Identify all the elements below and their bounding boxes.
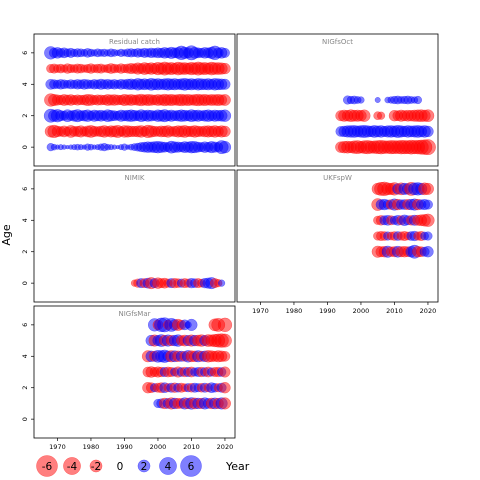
bubble <box>422 125 434 138</box>
legend-label: 4 <box>165 461 172 473</box>
panel-ukfspw: UKFspW <box>236 169 439 303</box>
bubble <box>219 382 231 394</box>
x-tick-label: 1990 <box>319 307 336 315</box>
legend-bubble <box>89 459 103 473</box>
axes-layer: 0 2 4 6 0 2 4 6 0 2 4 6 1970 1980 1990 2000 2010 2020 1970… <box>21 51 436 451</box>
legend-label: 2 <box>141 461 148 473</box>
x-tick-label: 2000 <box>353 307 370 315</box>
legend-bubble <box>36 455 58 477</box>
y-tick-label: 2 <box>21 250 29 254</box>
panel-nigfsoct: NIGfsOct <box>236 33 439 167</box>
legend-label: -2 <box>91 461 101 473</box>
x-tick-label: 2020 <box>217 443 234 451</box>
panel-nimik: NIMIK <box>33 169 236 303</box>
y-tick-label: 2 <box>21 386 29 390</box>
panel-frame <box>33 305 236 439</box>
y-tick-label: 6 <box>21 323 29 327</box>
bubble <box>219 62 231 75</box>
bubble <box>219 351 231 362</box>
legend-entry: -2 <box>89 459 103 473</box>
bubble <box>218 279 226 287</box>
y-tick-label: 0 <box>21 145 29 149</box>
legend-label: -6 <box>42 461 53 473</box>
x-tick-label: 1970 <box>49 443 66 451</box>
panel-residual-catch: Residual catch <box>33 33 236 167</box>
panel-frame <box>33 169 236 303</box>
x-tick-label: 2000 <box>150 443 167 451</box>
bubble <box>220 47 230 58</box>
y-axis-label: Age <box>0 224 13 246</box>
y-tick-label: 4 <box>21 218 29 222</box>
panel-title: NIGfsOct <box>322 38 353 46</box>
x-tick-label: 2020 <box>420 307 437 315</box>
panel-title: UKFspW <box>323 174 352 182</box>
panel-nigfsmar: NIGfsMar <box>33 305 236 439</box>
bubble <box>421 109 435 122</box>
bubble <box>219 125 231 138</box>
x-axis-label: Year <box>225 460 250 473</box>
bubble <box>358 109 371 122</box>
y-tick-label: 2 <box>21 114 29 118</box>
legend-entry: 6 <box>180 455 202 477</box>
panel-frame <box>33 33 236 167</box>
bubble <box>374 97 381 103</box>
panel-title: NIMIK <box>125 174 145 182</box>
bubble <box>423 199 433 210</box>
legend-entry: 2 <box>137 459 151 473</box>
legend-label: 6 <box>188 461 195 473</box>
y-tick-label: 6 <box>21 51 29 55</box>
legend-label: -4 <box>67 461 78 473</box>
bubble <box>413 95 422 105</box>
y-tick-label: 4 <box>21 354 29 358</box>
x-tick-label: 1990 <box>116 443 133 451</box>
x-tick-label: 1980 <box>83 443 100 451</box>
y-tick-label: 4 <box>21 82 29 86</box>
bubble <box>219 94 231 106</box>
bubble <box>376 111 386 120</box>
legend-bubble <box>159 457 177 475</box>
bubble <box>185 318 198 331</box>
bubble <box>218 333 232 348</box>
panels-layer: Residual catch NIGfsOct NIMIK UKFspW NIGfsMa… <box>33 33 439 439</box>
legend-entry: 0 <box>117 461 124 473</box>
y-tick-label: 0 <box>21 417 29 421</box>
bubble <box>217 317 233 332</box>
panel-title: Residual catch <box>109 38 160 46</box>
bubble <box>218 141 232 154</box>
bubble <box>421 182 434 195</box>
bubble <box>218 109 232 122</box>
bubble <box>219 366 231 378</box>
bubble <box>219 78 231 90</box>
legend-entry: -6 <box>36 455 58 477</box>
legend-entry: -4 <box>63 457 81 475</box>
panel-frame <box>236 33 439 167</box>
y-tick-label: 6 <box>21 187 29 191</box>
legend-bubble <box>137 459 151 473</box>
bubble <box>357 96 365 104</box>
y-tick-label: 0 <box>21 281 29 285</box>
legend-bubble <box>63 457 81 475</box>
panel-frame <box>236 169 439 303</box>
bubble <box>420 139 436 156</box>
legend-label: 0 <box>117 461 124 473</box>
x-tick-label: 1970 <box>252 307 269 315</box>
bubble <box>422 246 434 258</box>
legend-entry: 4 <box>159 457 177 475</box>
legend-bubble <box>180 455 202 477</box>
bubble <box>218 397 231 410</box>
x-tick-label: 2010 <box>183 443 200 451</box>
legend: -6 -4 -2 0 2 4 6 <box>36 455 202 477</box>
bubble <box>423 231 433 241</box>
x-tick-label: 1980 <box>286 307 303 315</box>
panel-title: NIGfsMar <box>118 310 150 318</box>
x-tick-label: 2010 <box>386 307 403 315</box>
bubble <box>421 213 435 227</box>
